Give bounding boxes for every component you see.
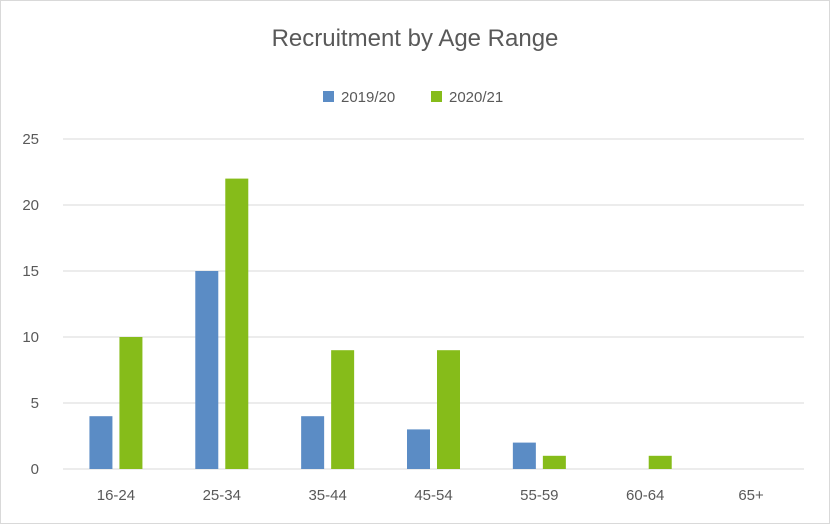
legend-label-2019-20: 2019/20 bbox=[341, 89, 395, 106]
gridlines bbox=[63, 138, 804, 470]
bar-2019-20-35-44 bbox=[301, 416, 325, 469]
y-axis-ticks: 0 5 10 15 20 25 bbox=[22, 131, 39, 478]
bar-2020-21-45-54 bbox=[437, 350, 460, 469]
bar-2020-21-60-64 bbox=[648, 455, 672, 469]
x-tick-label-35-44: 35-44 bbox=[308, 487, 346, 504]
x-tick-label-16-24: 16-24 bbox=[97, 487, 135, 504]
x-tick-label-60-64: 60-64 bbox=[626, 487, 664, 504]
legend-swatch-2019-20 bbox=[323, 91, 334, 102]
x-axis-ticks: 16-24 25-34 35-44 45-54 55-59 60-64 65+ bbox=[97, 487, 764, 504]
y-tick-label-10: 10 bbox=[22, 329, 39, 346]
chart-title: Recruitment by Age Range bbox=[271, 25, 559, 52]
x-tick-label-45-54: 45-54 bbox=[414, 487, 452, 504]
y-tick-label-0: 0 bbox=[31, 461, 39, 478]
bar-2020-21-35-44 bbox=[331, 350, 355, 469]
bar-2020-21-25-34 bbox=[225, 178, 249, 469]
legend-swatch-2020-21 bbox=[431, 91, 442, 102]
y-tick-label-5: 5 bbox=[31, 395, 39, 412]
bar-2020-21-16-24 bbox=[119, 337, 143, 469]
legend-label-2020-21: 2020/21 bbox=[449, 89, 503, 106]
x-tick-label-25-34: 25-34 bbox=[203, 487, 241, 504]
bars bbox=[89, 178, 672, 469]
x-tick-label-65+: 65+ bbox=[738, 487, 764, 504]
y-tick-label-25: 25 bbox=[22, 131, 39, 148]
y-tick-label-20: 20 bbox=[22, 197, 39, 214]
bar-2020-21-55-59 bbox=[542, 455, 566, 469]
legend: 2019/20 2020/21 bbox=[323, 89, 503, 106]
bar-2019-20-55-59 bbox=[512, 442, 536, 469]
bar-2019-20-16-24 bbox=[89, 416, 113, 469]
bar-2019-20-45-54 bbox=[407, 429, 430, 469]
x-tick-label-55-59: 55-59 bbox=[520, 487, 558, 504]
bar-2019-20-25-34 bbox=[195, 271, 219, 469]
y-tick-label-15: 15 bbox=[22, 263, 39, 280]
